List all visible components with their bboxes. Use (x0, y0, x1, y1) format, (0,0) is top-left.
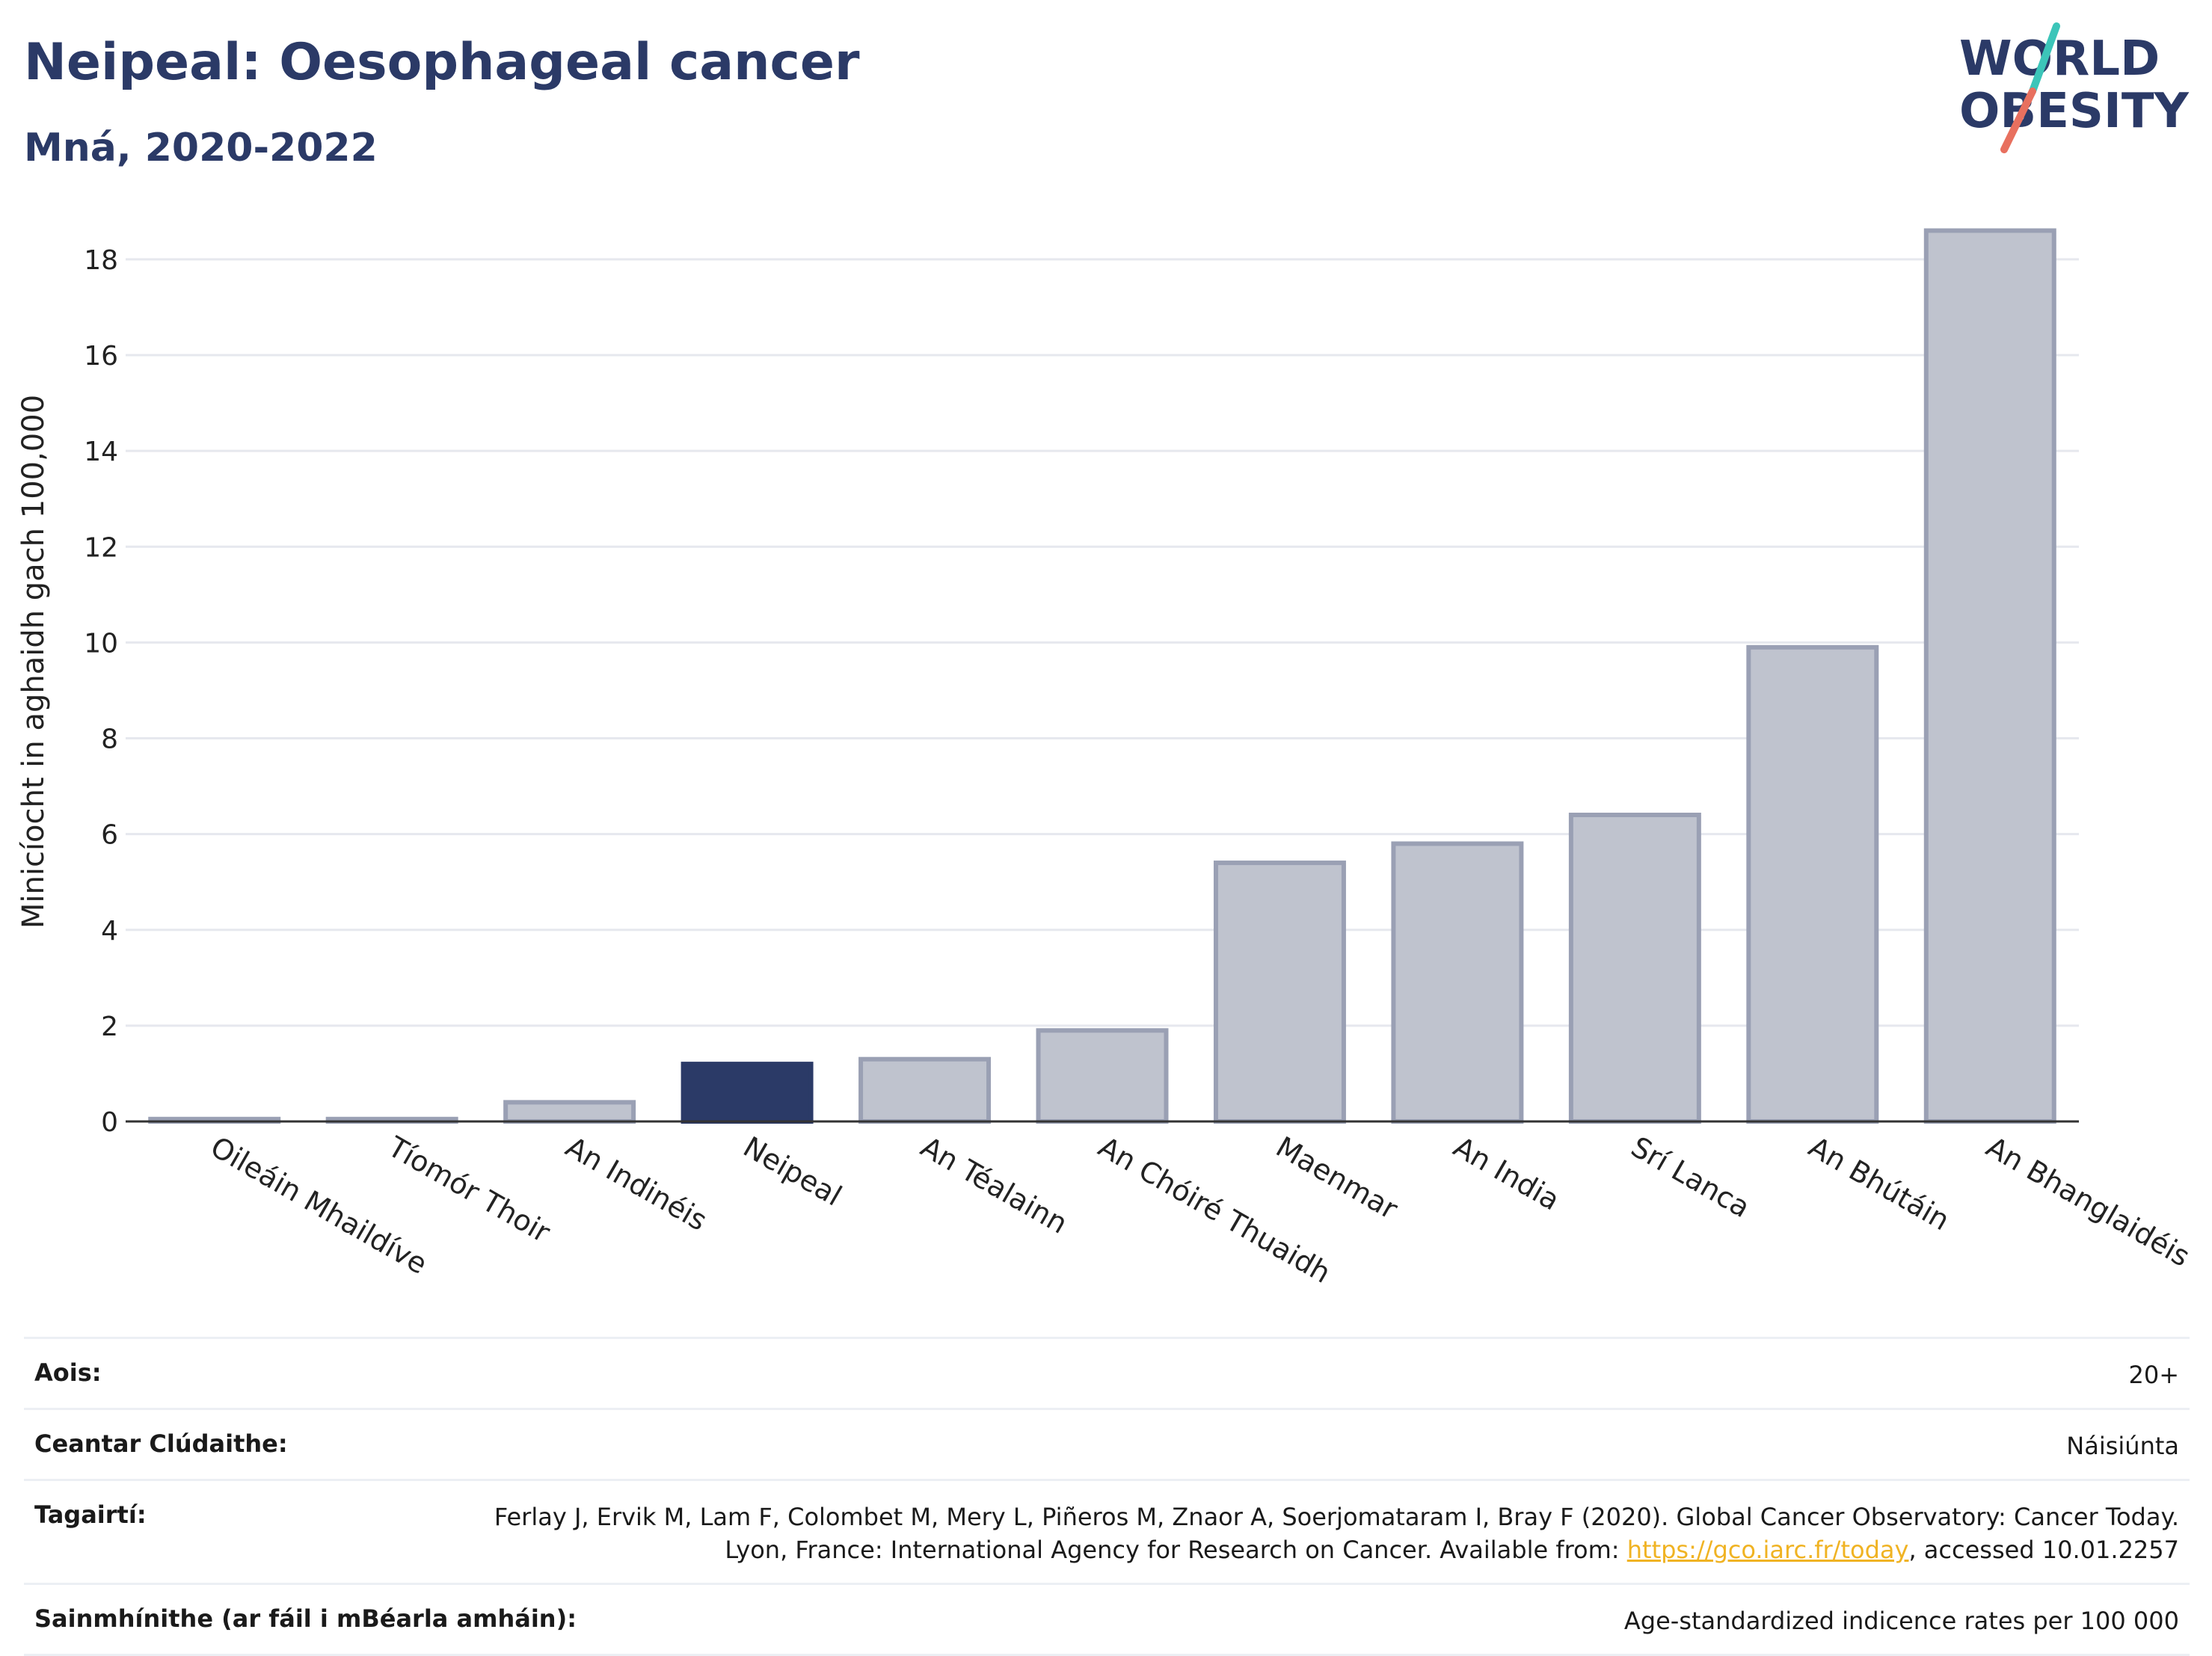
y-tick-label: 6 (101, 820, 118, 851)
x-tick-label: Neipeal (738, 1130, 847, 1213)
info-row-age: Aois: 20+ (24, 1337, 2190, 1408)
y-axis-label: Minicíocht in aghaidh gach 100,000 (16, 395, 51, 929)
info-label: Ceantar Clúdaithe: (34, 1429, 288, 1458)
bar-an-india (1391, 841, 1524, 1124)
chart-subtitle: Mná, 2020-2022 (24, 126, 378, 170)
reference-link[interactable]: https://gco.iarc.fr/today (1626, 1536, 1909, 1564)
chart-title: Neipeal: Oesophageal cancer (24, 33, 860, 92)
info-table: Aois: 20+ Ceantar Clúdaithe: Náisiúnta T… (24, 1337, 2190, 1656)
info-row-coverage: Ceantar Clúdaithe: Náisiúnta (24, 1408, 2190, 1479)
y-tick-label: 18 (84, 245, 118, 276)
y-tick-label: 2 (101, 1012, 118, 1042)
info-value: Náisiúnta (2066, 1432, 2179, 1460)
info-value: Age-standardized indicence rates per 100… (1623, 1607, 2179, 1635)
y-tick-label: 8 (101, 724, 118, 755)
y-axis-ticks: 0 2 4 6 8 10 12 14 16 18 (84, 245, 118, 1138)
bars (148, 228, 2056, 1124)
x-tick-label: Srí Lanca (1626, 1130, 1756, 1225)
bar-an-bhanglaid-is (1923, 228, 2056, 1124)
bar-chart: 0 2 4 6 8 10 12 14 16 18 Oileáin MhaildíveTíomór … (16, 228, 2196, 1290)
bar-an-bh-t-in (1746, 644, 1879, 1124)
x-tick-label: An Bhanglaidéis (1981, 1130, 2196, 1273)
gridlines (126, 258, 2079, 1027)
bar-maenmar (1213, 861, 1346, 1124)
y-tick-label: 0 (101, 1107, 118, 1138)
x-tick-label: Tíomór Thoir (382, 1130, 556, 1249)
bar-an-ch-ir-thuaidh (1036, 1028, 1169, 1124)
info-row-definitions: Sainmhínithe (ar fáil i mBéarla amháin):… (24, 1583, 2190, 1656)
y-tick-label: 12 (84, 532, 118, 563)
x-tick-label: An Téalainn (915, 1130, 1073, 1240)
info-value: Ferlay J, Ervik M, Lam F, Colombet M, Me… (459, 1500, 2179, 1566)
info-label: Tagairtí: (34, 1500, 147, 1529)
info-row-references: Tagairtí: Ferlay J, Ervik M, Lam F, Colo… (24, 1479, 2190, 1583)
world-obesity-logo: WORLD OBESITY (1959, 22, 2189, 153)
info-value: 20+ (2128, 1361, 2179, 1389)
logo-line1: WORLD (1959, 31, 2160, 87)
y-tick-label: 4 (101, 916, 118, 946)
y-tick-label: 10 (84, 628, 118, 659)
bar-sr-lanca (1568, 813, 1701, 1124)
x-tick-label: An Indinéis (560, 1130, 713, 1237)
bar-an-t-alainn (858, 1056, 992, 1124)
bar-neipeal (681, 1062, 814, 1124)
info-label: Sainmhínithe (ar fáil i mBéarla amháin): (34, 1604, 577, 1633)
reference-accessed: , accessed 10.01.2257 (1908, 1536, 2179, 1564)
x-tick-label: Maenmar (1271, 1130, 1404, 1226)
y-tick-label: 14 (84, 437, 118, 467)
logo-line2: OBESITY (1959, 84, 2189, 139)
bar-an-indin-is (503, 1100, 636, 1124)
info-label: Aois: (34, 1358, 102, 1387)
reference-text: Ferlay J, Ervik M, Lam F, Colombet M, Me… (494, 1503, 2179, 1564)
y-tick-label: 16 (84, 341, 118, 372)
x-tick-label: An Bhútáin (1803, 1130, 1955, 1237)
x-tick-label: An India (1448, 1130, 1565, 1217)
